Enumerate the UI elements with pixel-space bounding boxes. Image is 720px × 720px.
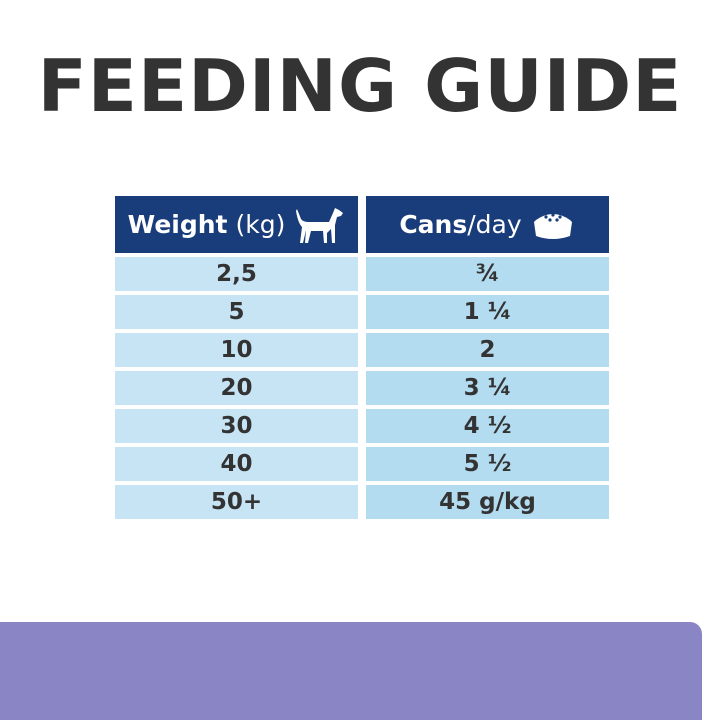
- header-unit: /day: [467, 210, 522, 239]
- header-label: Cans: [399, 210, 468, 239]
- table-cell: 4 ½: [366, 409, 609, 443]
- header-label: Weight: [127, 210, 228, 239]
- table-cell: 5 ½: [366, 447, 609, 481]
- decorative-band: [0, 622, 702, 720]
- food-bowl-icon: [533, 212, 572, 239]
- cans-column: Cans/day ¾ 1 ¼ 2 3 ¼ 4 ½ 5 ½ 45 g/kg: [366, 196, 609, 519]
- weight-column: Weight (kg) 2,5 5 10 20 30 40 50+: [115, 196, 358, 519]
- table-cell: 50+: [115, 485, 358, 519]
- table-cell: 45 g/kg: [366, 485, 609, 519]
- table-cell: 40: [115, 447, 358, 481]
- page-title: FEEDING GUIDE: [37, 44, 683, 128]
- table-cell: 3 ¼: [366, 371, 609, 405]
- table-cell: 10: [115, 333, 358, 367]
- table-cell: 20: [115, 371, 358, 405]
- weight-header: Weight (kg): [115, 196, 358, 253]
- cans-header: Cans/day: [366, 196, 609, 253]
- table-cell: 2,5: [115, 257, 358, 291]
- table-cell: 2: [366, 333, 609, 367]
- table-cell: 30: [115, 409, 358, 443]
- dog-icon: [296, 207, 344, 243]
- table-cell: 1 ¼: [366, 295, 609, 329]
- table-cell: 5: [115, 295, 358, 329]
- header-unit: (kg): [227, 210, 286, 239]
- table-cell: ¾: [366, 257, 609, 291]
